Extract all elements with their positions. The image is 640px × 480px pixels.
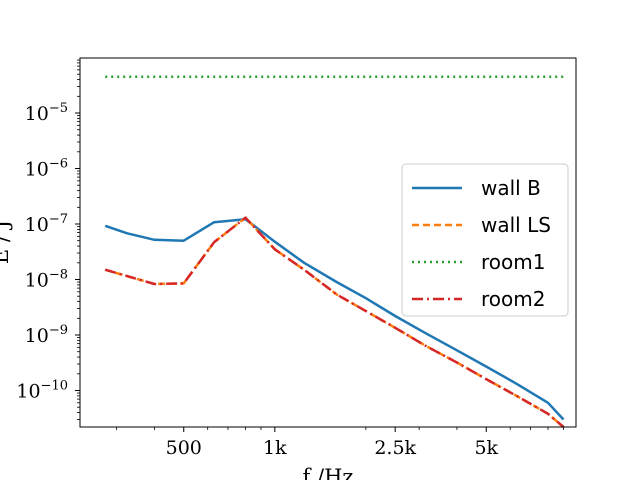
legend-label-0: wall B xyxy=(481,176,541,200)
ticks-layer: 500 1k 2.5k 5k 10−10 10−9 10−8 10−7 10−6 10−5 xyxy=(16,59,564,459)
x-tick-label: 500 xyxy=(166,437,202,459)
y-axis-label: E / J xyxy=(0,220,13,264)
y-tick-label: 10−7 xyxy=(25,212,68,236)
x-axis-label: f /Hz xyxy=(303,465,354,480)
x-tick-label: 5k xyxy=(474,437,498,459)
series-line-3 xyxy=(104,216,565,428)
x-tick-label: 2.5k xyxy=(374,437,416,459)
y-tick-label: 10−10 xyxy=(16,379,68,403)
y-tick-label: 10−6 xyxy=(25,157,68,181)
series-layer xyxy=(104,75,565,428)
legend-box xyxy=(401,163,569,317)
y-tick-label: 10−5 xyxy=(25,101,68,125)
y-tick-label: 10−8 xyxy=(25,268,68,292)
series-line-0 xyxy=(104,217,565,421)
axes-frame xyxy=(79,57,577,428)
legend-label-2: room1 xyxy=(481,250,545,274)
x-tick-label: 1k xyxy=(263,437,287,459)
legend-label-3: room2 xyxy=(481,287,545,311)
legend: wall B wall LS room1 room2 xyxy=(401,163,569,317)
legend-label-1: wall LS xyxy=(481,213,551,237)
y-tick-label: 10−9 xyxy=(25,323,68,347)
